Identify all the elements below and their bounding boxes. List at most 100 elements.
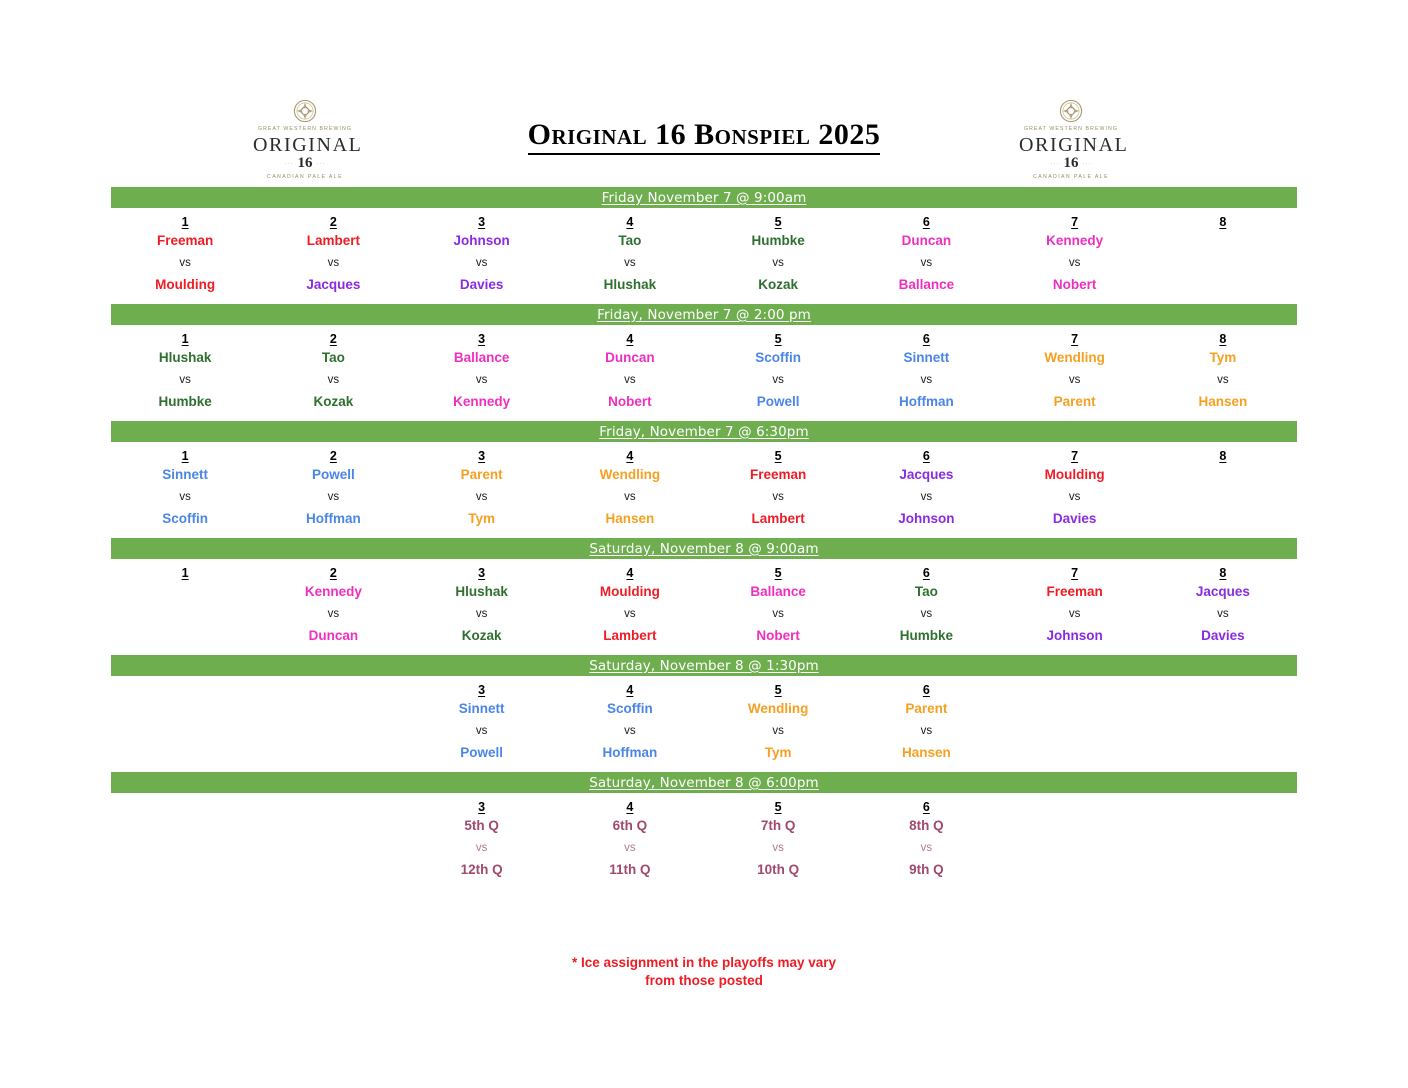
sheet-cell: 5 Ballance vs Nobert — [704, 565, 852, 647]
team-name-bottom: Ballance — [898, 277, 955, 292]
logo-brand-text: ORIGINAL — [1019, 134, 1129, 157]
team-name-bottom: Tym — [764, 745, 792, 760]
versus-label: vs — [624, 725, 636, 737]
sheet-number: 5 — [774, 683, 782, 697]
sheet-number: 7 — [1071, 215, 1079, 229]
sheet-number: 7 — [1071, 332, 1079, 346]
team-name-bottom: Parent — [1053, 394, 1096, 409]
versus-label: vs — [920, 491, 933, 503]
session-block: Friday, November 7 @ 6:30pm 1 Sinnett vs Sco… — [111, 421, 1297, 538]
team-name-bottom: Powell — [460, 745, 503, 760]
team-name-bottom: 11th Q — [609, 862, 651, 877]
sheet-cell: 6 Duncan vs Ballance — [852, 214, 1000, 296]
logo-dots-left: ··· — [284, 160, 294, 167]
team-name-bottom: Scoffin — [162, 511, 208, 526]
versus-label: vs — [772, 842, 784, 854]
logo-brand-text: ORIGINAL — [253, 134, 363, 157]
logo-number: 16 — [297, 155, 313, 172]
logo-number-row: ··· 16 ··· — [253, 156, 357, 171]
sheet-cell: 2 Kennedy vs Duncan — [259, 565, 407, 647]
team-name-bottom: Davies — [1201, 628, 1245, 643]
team-name-bottom: Powell — [756, 394, 800, 409]
team-name-top: Ballance — [750, 584, 806, 599]
sheet-cell: 3 Hlushak vs Kozak — [408, 565, 556, 647]
team-name-top: Sinnett — [162, 467, 208, 482]
sheet-cell: 3 5th Q vs 12th Q — [408, 799, 556, 881]
team-name-bottom: Kennedy — [453, 394, 511, 409]
sheet-cell: 6 Jacques vs Johnson — [852, 448, 1000, 530]
versus-label: vs — [772, 257, 784, 269]
footnote-line-1: * Ice assignment in the playoffs may var… — [571, 955, 837, 970]
sheet-cell: 1 Hlushak vs Humbke — [111, 331, 259, 413]
team-name-bottom: Hoffman — [899, 394, 954, 409]
team-name-top: Hlushak — [158, 350, 212, 365]
sheet-cell: 8 Tym vs Hansen — [1149, 331, 1297, 413]
team-name-top: Jacques — [1195, 584, 1250, 599]
sheet-row: 1vs2KennedyvsDuncan3HlushakvsKozak4Mould… — [111, 559, 1297, 655]
versus-label: vs — [624, 374, 636, 386]
team-name-top: Powell — [311, 467, 355, 482]
sheet-number: 2 — [329, 566, 337, 580]
versus-label: vs — [1068, 491, 1081, 503]
team-name-top: Johnson — [453, 233, 510, 248]
team-name-bottom: Hoffman — [602, 745, 658, 760]
logo-number: 16 — [1063, 155, 1079, 172]
brewery-crest-icon — [1059, 99, 1083, 123]
session-title: Friday, November 7 @ 2:00 pm — [597, 306, 811, 323]
team-name-bottom: Tym — [468, 511, 495, 526]
sheet-number: 5 — [774, 449, 782, 463]
team-name-top: Duncan — [605, 350, 655, 365]
team-name-top: Parent — [460, 467, 503, 482]
versus-label: vs — [624, 842, 636, 854]
session-block: Saturday, November 8 @ 1:30pm 1vs2vs 3 Sin… — [111, 655, 1297, 772]
brand-logo-left: GREAT WESTERN BREWING ORIGINAL ··· 16 ··… — [253, 96, 363, 180]
session-block: Saturday, November 8 @ 6:00pm 1vs2vs 3 5th… — [111, 772, 1297, 889]
sheet-number: 7 — [1071, 449, 1079, 463]
sheet-cell: 7vs — [1001, 799, 1149, 881]
team-name-top: Tao — [321, 350, 345, 365]
sheet-number: 6 — [922, 215, 930, 229]
sheet-number: 3 — [478, 215, 486, 229]
sheet-cell: 6 Parent vs Hansen — [852, 682, 1000, 764]
sheet-number: 4 — [626, 449, 634, 463]
bonspiel-schedule: Friday November 7 @ 9:00am 1 Freeman vs Moul… — [111, 187, 1297, 889]
team-name-top: 5th Q — [464, 818, 499, 833]
logo-top-text: GREAT WESTERN BREWING — [1023, 126, 1119, 132]
team-name-bottom: Nobert — [1052, 277, 1097, 292]
team-name-top: Scoffin — [755, 350, 801, 365]
team-name-top: Moulding — [1044, 467, 1105, 482]
sheet-cell: 7vs — [1001, 682, 1149, 764]
team-name-bottom: 12th Q — [460, 862, 503, 877]
team-name-top: 6th Q — [612, 818, 648, 833]
team-name-bottom: Humbke — [899, 628, 953, 643]
logo-dots-left: ··· — [1050, 160, 1060, 167]
sheet-cell: 5 Scoffin vs Powell — [704, 331, 852, 413]
versus-label: vs — [920, 725, 933, 737]
session-title: Saturday, November 8 @ 1:30pm — [589, 657, 819, 674]
sheet-number: 6 — [922, 449, 930, 463]
page-title-text: Original 16 Bonspiel 2025 — [527, 118, 881, 155]
team-name-bottom: Hoffman — [306, 511, 361, 526]
versus-label: vs — [920, 842, 933, 854]
team-name-bottom: Johnson — [898, 511, 955, 526]
team-name-bottom: Davies — [459, 277, 504, 292]
team-name-bottom: Kozak — [313, 394, 354, 409]
team-name-bottom: Nobert — [608, 394, 652, 409]
document-header: GREAT WESTERN BREWING ORIGINAL ··· 16 ··… — [0, 96, 1408, 182]
versus-label: vs — [1068, 257, 1081, 269]
sheet-cell: 1 Freeman vs Moulding — [111, 214, 259, 296]
sheet-number: 1 — [181, 332, 189, 346]
versus-label: vs — [1068, 374, 1081, 386]
sheet-number: 8 — [1219, 332, 1227, 346]
sheet-cell: 8vs — [1149, 214, 1297, 296]
versus-label: vs — [1068, 608, 1081, 620]
sheet-number: 1 — [181, 215, 189, 229]
sheet-number: 2 — [329, 332, 337, 346]
brand-logo-right: GREAT WESTERN BREWING ORIGINAL ··· 16 ··… — [1019, 96, 1129, 180]
sheet-cell: 7 Wendling vs Parent — [1001, 331, 1149, 413]
logo-dots-right: ··· — [1082, 160, 1092, 167]
brewery-crest-icon — [293, 99, 317, 123]
sheet-cell: 8 Jacques vs Davies — [1149, 565, 1297, 647]
versus-label: vs — [624, 608, 636, 620]
team-name-bottom: 9th Q — [909, 862, 944, 877]
